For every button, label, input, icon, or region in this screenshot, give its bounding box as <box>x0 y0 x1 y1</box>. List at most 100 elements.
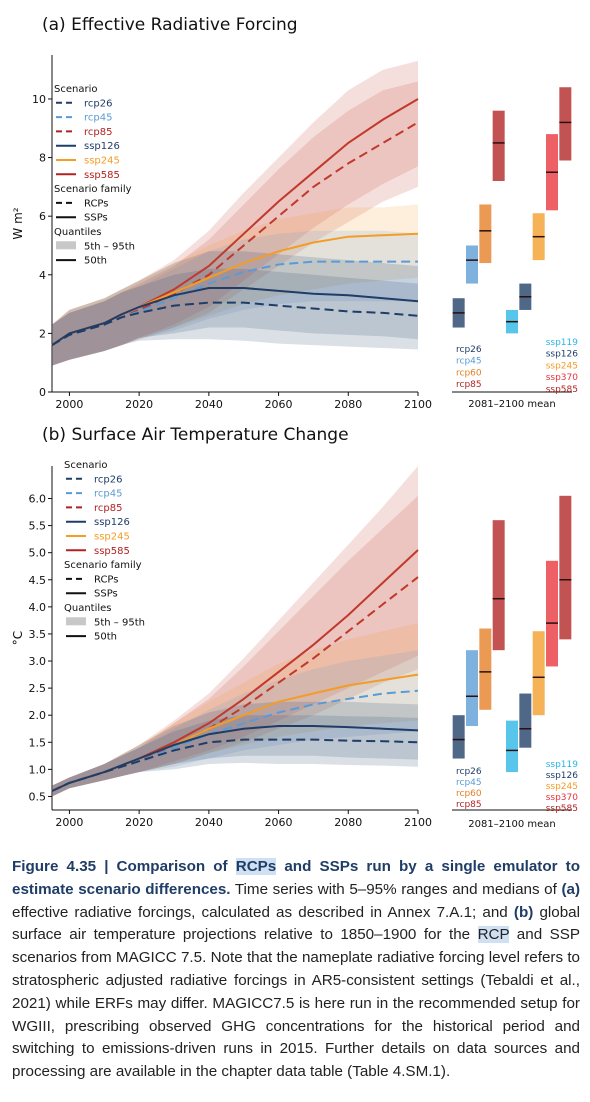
legend-label-quantile-median: 50th <box>84 256 107 267</box>
legend-label-rcp26: rcp26 <box>84 98 112 109</box>
box-panel-xlabel: 2081–2100 mean <box>468 399 555 410</box>
box-label-ssp245: ssp245 <box>546 782 578 792</box>
legend-label-ssp245: ssp245 <box>94 532 130 543</box>
y-tick-label: 3.0 <box>29 655 47 668</box>
legend-label-rcp26: rcp26 <box>94 474 122 485</box>
box-label-rcp60: rcp60 <box>456 789 482 799</box>
legend-label-rcp85: rcp85 <box>84 127 112 138</box>
box-ssp119 <box>506 720 518 773</box>
band-rcp45 <box>52 230 418 366</box>
y-axis-label: °C <box>11 631 25 645</box>
box-label-rcp26: rcp26 <box>456 767 482 777</box>
box-label-ssp119: ssp119 <box>546 760 579 770</box>
x-tick-label: 2080 <box>334 398 362 411</box>
legend-label-rcp45: rcp45 <box>84 113 112 124</box>
chart-panel-b: (b) Surface Air Temperature Change °C 0.5 1… <box>11 425 578 830</box>
box-rcp85 <box>492 520 505 651</box>
box-label-ssp585: ssp585 <box>546 804 578 814</box>
box-label-rcp85: rcp85 <box>456 380 482 390</box>
y-tick-label: 5.5 <box>29 520 47 533</box>
legend-label-rcp85: rcp85 <box>94 503 122 514</box>
y-tick-label: 2.0 <box>29 709 47 722</box>
box-rcp60 <box>479 628 492 710</box>
legend-label-quantile-range: 5th – 95th <box>84 241 135 252</box>
y-tick-label: 4.5 <box>29 574 47 587</box>
y-tick-label: 10 <box>32 93 46 106</box>
box-label-rcp26: rcp26 <box>456 345 482 355</box>
x-tick-label: 2040 <box>195 398 223 411</box>
legend-label-ssp585: ssp585 <box>84 170 120 181</box>
legend-label-rcp45: rcp45 <box>94 489 122 500</box>
x-tick-label: 2060 <box>265 398 293 411</box>
box-rcp60 <box>479 204 492 264</box>
y-tick-label: 4.0 <box>29 601 47 614</box>
legend-title-scenario: Scenario <box>54 84 97 95</box>
legend-title-quantiles: Quantiles <box>54 227 102 238</box>
band-rcp85 <box>52 81 418 366</box>
legend-swatch-quantile-range <box>66 617 86 626</box>
box-ssp126 <box>519 693 532 748</box>
box-label-ssp585: ssp585 <box>546 385 578 395</box>
legend-swatch-quantile-range <box>56 241 76 250</box>
x-tick-label: 2000 <box>55 816 83 829</box>
box-ssp585 <box>559 87 572 161</box>
box-rcp45 <box>466 245 478 284</box>
x-tick-label: 2020 <box>125 398 153 411</box>
y-tick-label: 0.5 <box>29 790 47 803</box>
y-tick-label: 3.5 <box>29 628 47 641</box>
chart-title: (a) Effective Radiative Forcing <box>42 15 298 35</box>
box-ssp245 <box>532 631 545 716</box>
chart-panel-a: (a) Effective Radiative Forcing W m² 0 2 4 6 8… <box>11 15 578 411</box>
y-tick-label: 2.5 <box>29 682 47 695</box>
box-label-rcp85: rcp85 <box>456 800 482 810</box>
band-rcp85 <box>52 495 418 797</box>
figure-canvas: (a) Effective Radiative Forcing W m² 0 2 4 6 8… <box>11 15 578 830</box>
box-label-rcp45: rcp45 <box>456 778 482 788</box>
y-tick-label: 2 <box>39 327 46 340</box>
box-label-ssp370: ssp370 <box>546 793 579 803</box>
box-label-ssp245: ssp245 <box>546 361 578 371</box>
y-tick-label: 5.0 <box>29 547 47 560</box>
box-label-ssp119: ssp119 <box>546 338 579 348</box>
box-rcp45 <box>466 650 478 727</box>
band-rcp45 <box>52 650 418 797</box>
band-ssp126 <box>52 251 418 366</box>
legend-title-quantiles: Quantiles <box>64 603 112 614</box>
legend-label-family-ssps: SSPs <box>84 213 108 224</box>
legend-label-quantile-median: 50th <box>94 632 117 643</box>
legend-label-family-ssps: SSPs <box>94 589 118 600</box>
box-rcp85 <box>492 110 505 182</box>
x-tick-label: 2100 <box>404 398 432 411</box>
box-rcp26 <box>452 715 465 759</box>
band-rcp26 <box>52 268 418 366</box>
y-tick-label: 6 <box>39 210 46 223</box>
chart-title: (b) Surface Air Temperature Change <box>42 425 349 445</box>
y-tick-label: 0 <box>39 386 46 399</box>
caption-lead: Figure 4.35 | Comparison of RCPs and SSP… <box>12 858 580 898</box>
median-line-rcp26 <box>51 738 419 792</box>
x-tick-label: 2060 <box>265 816 293 829</box>
legend-label-ssp126: ssp126 <box>94 517 130 528</box>
box-panel-xlabel: 2081–2100 mean <box>468 819 555 830</box>
y-tick-label: 1.5 <box>29 736 47 749</box>
y-tick-label: 1.0 <box>29 763 47 776</box>
band-ssp585 <box>52 60 418 366</box>
figure-caption: Figure 4.35 | Comparison of RCPs and SSP… <box>12 858 580 1081</box>
median-line-rcp26 <box>51 301 419 346</box>
band-ssp126 <box>52 701 418 797</box>
legend-label-ssp126: ssp126 <box>84 141 120 152</box>
legend-label-family-rcps: RCPs <box>94 574 119 585</box>
x-tick-label: 2000 <box>55 398 83 411</box>
box-ssp585 <box>559 495 572 640</box>
legend-label-ssp585: ssp585 <box>94 546 130 557</box>
x-tick-label: 2040 <box>195 816 223 829</box>
box-label-ssp370: ssp370 <box>546 373 579 383</box>
caption-link-rcps[interactable]: RCPs <box>235 858 277 875</box>
legend-title-family: Scenario family <box>54 184 132 195</box>
y-tick-label: 6.0 <box>29 493 47 506</box>
x-tick-label: 2100 <box>404 816 432 829</box>
legend-label-quantile-range: 5th – 95th <box>94 617 145 628</box>
band-rcp26 <box>52 715 418 797</box>
legend-label-ssp245: ssp245 <box>84 156 120 167</box>
caption-link-rcp[interactable]: RCP <box>477 926 510 944</box>
